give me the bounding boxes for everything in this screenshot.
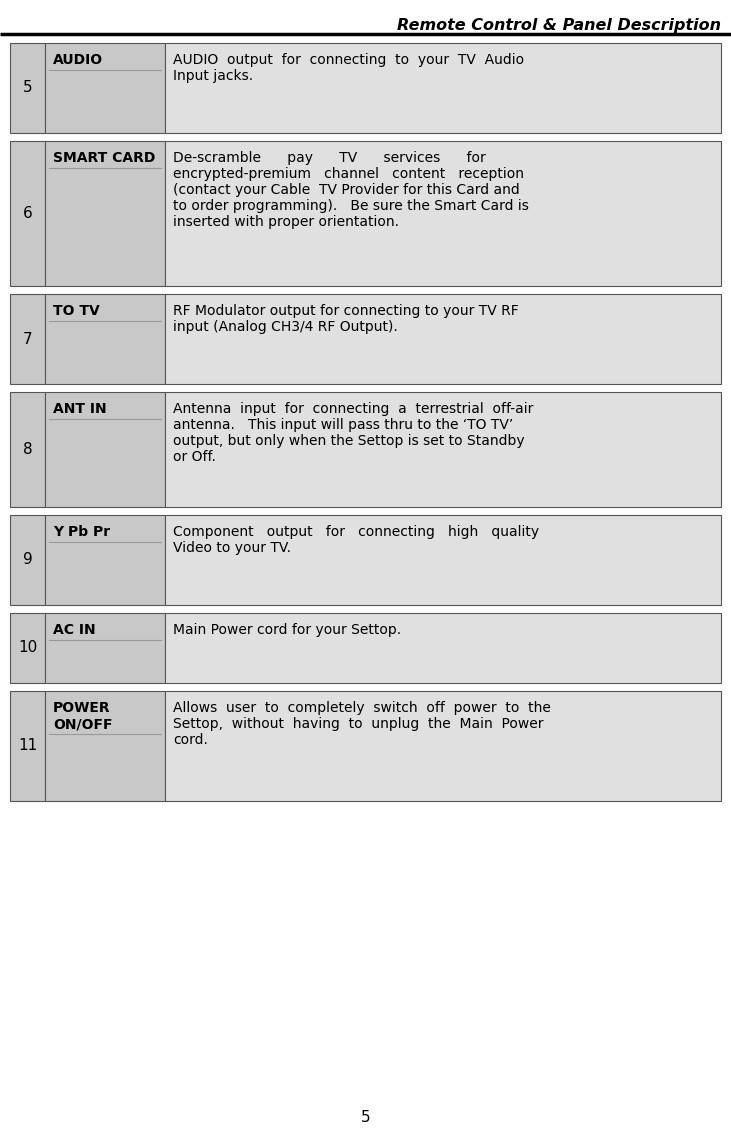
Text: 8: 8 (23, 442, 32, 457)
Text: ANT IN: ANT IN (53, 402, 107, 416)
Bar (45, 613, 165, 683)
Text: Y Pb Pr: Y Pb Pr (53, 525, 110, 539)
Text: or Off.: or Off. (173, 450, 216, 464)
Bar (165, 293, 721, 384)
Text: 6: 6 (23, 206, 32, 222)
Text: antenna.   This input will pass thru to the ‘TO TV’: antenna. This input will pass thru to th… (173, 418, 513, 432)
Text: input (Analog CH3/4 RF Output).: input (Analog CH3/4 RF Output). (173, 320, 398, 333)
Bar (165, 613, 721, 683)
Text: cord.: cord. (173, 733, 208, 747)
Text: to order programming).   Be sure the Smart Card is: to order programming). Be sure the Smart… (173, 199, 529, 214)
Bar (45, 140, 165, 286)
Text: 10: 10 (18, 641, 37, 656)
Text: Main Power cord for your Settop.: Main Power cord for your Settop. (173, 624, 401, 637)
Bar (165, 140, 721, 286)
Bar (10, 515, 45, 605)
Text: AUDIO: AUDIO (53, 53, 103, 67)
Text: Antenna  input  for  connecting  a  terrestrial  off-air: Antenna input for connecting a terrestri… (173, 402, 534, 416)
Text: SMART CARD: SMART CARD (53, 151, 156, 164)
Bar (10, 43, 45, 132)
Text: inserted with proper orientation.: inserted with proper orientation. (173, 215, 399, 230)
Text: ON/OFF: ON/OFF (53, 717, 113, 731)
Text: 11: 11 (18, 739, 37, 754)
Text: Video to your TV.: Video to your TV. (173, 541, 291, 555)
Text: Settop,  without  having  to  unplug  the  Main  Power: Settop, without having to unplug the Mai… (173, 717, 544, 731)
Bar (45, 691, 165, 801)
Bar (10, 691, 45, 801)
Text: AUDIO  output  for  connecting  to  your  TV  Audio: AUDIO output for connecting to your TV A… (173, 53, 524, 67)
Text: output, but only when the Settop is set to Standby: output, but only when the Settop is set … (173, 434, 525, 448)
Text: AC IN: AC IN (53, 624, 96, 637)
Text: RF Modulator output for connecting to your TV RF: RF Modulator output for connecting to yo… (173, 304, 519, 317)
Bar (10, 392, 45, 507)
Bar (45, 392, 165, 507)
Bar (165, 515, 721, 605)
Bar (10, 140, 45, 286)
Text: 5: 5 (23, 80, 32, 96)
Text: Allows  user  to  completely  switch  off  power  to  the: Allows user to completely switch off pow… (173, 701, 551, 715)
Bar (45, 515, 165, 605)
Text: TO TV: TO TV (53, 304, 99, 317)
Bar (45, 293, 165, 384)
Bar (165, 392, 721, 507)
Text: De-scramble      pay      TV      services      for: De-scramble pay TV services for (173, 151, 486, 164)
Text: 5: 5 (360, 1110, 371, 1125)
Text: (contact your Cable  TV Provider for this Card and: (contact your Cable TV Provider for this… (173, 183, 520, 198)
Text: Component   output   for   connecting   high   quality: Component output for connecting high qua… (173, 525, 539, 539)
Text: encrypted-premium   channel   content   reception: encrypted-premium channel content recept… (173, 167, 524, 180)
Text: 9: 9 (23, 553, 32, 568)
Text: 7: 7 (23, 331, 32, 346)
Bar (45, 43, 165, 132)
Bar (165, 43, 721, 132)
Text: Input jacks.: Input jacks. (173, 69, 253, 83)
Text: Remote Control & Panel Description: Remote Control & Panel Description (397, 18, 721, 33)
Bar (10, 613, 45, 683)
Bar (165, 691, 721, 801)
Bar (10, 293, 45, 384)
Text: POWER: POWER (53, 701, 110, 715)
